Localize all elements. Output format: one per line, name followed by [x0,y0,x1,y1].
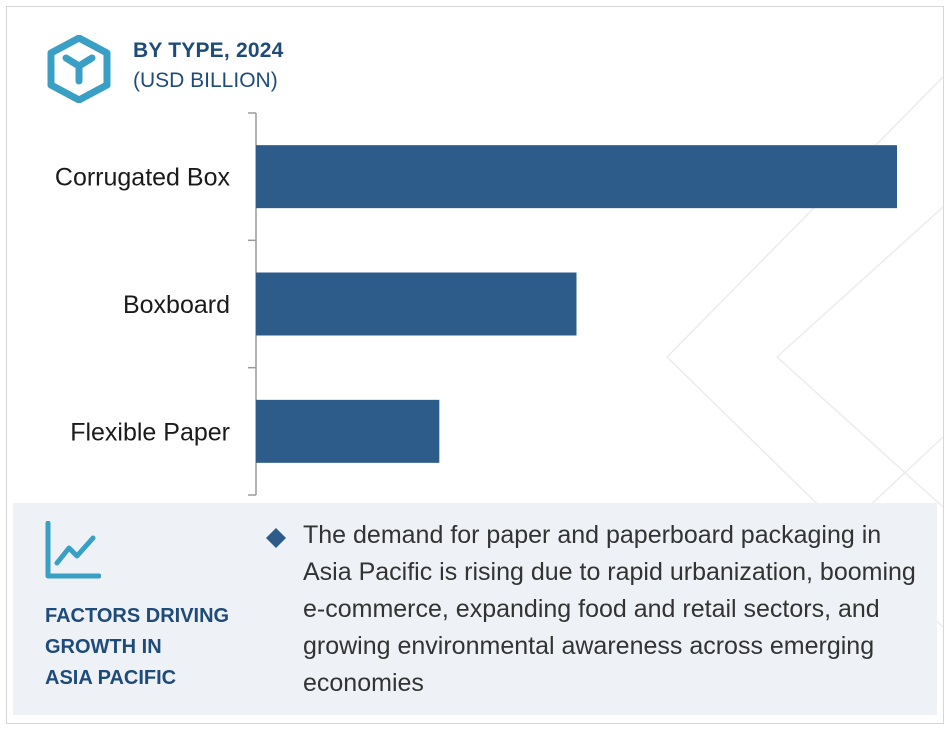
factors-description: The demand for paper and paperboard pack… [303,521,916,697]
chart-subtitle: (USD BILLION) [133,69,278,92]
bar-flexible-paper [256,399,440,463]
chart-title: BY TYPE, 2024 [133,39,284,62]
bar-corrugated-box [256,145,897,209]
category-label: Boxboard [123,291,230,319]
hexagon-cube-icon [47,35,111,103]
factors-panel: FACTORS DRIVING GROWTH IN ASIA PACIFIC T… [13,503,937,715]
bar-chart: Corrugated Box Boxboard Flexible Paper [55,112,897,496]
infographic-card: BY TYPE, 2024 (USD BILLION) Corrugated B… [6,6,944,724]
diamond-bullet-icon [266,528,286,548]
category-label: Corrugated Box [55,164,231,192]
category-label: Flexible Paper [70,418,230,446]
bar-boxboard [256,272,577,336]
line-chart-trend-icon [45,521,101,579]
factors-title: FACTORS DRIVING GROWTH IN ASIA PACIFIC [45,605,230,689]
